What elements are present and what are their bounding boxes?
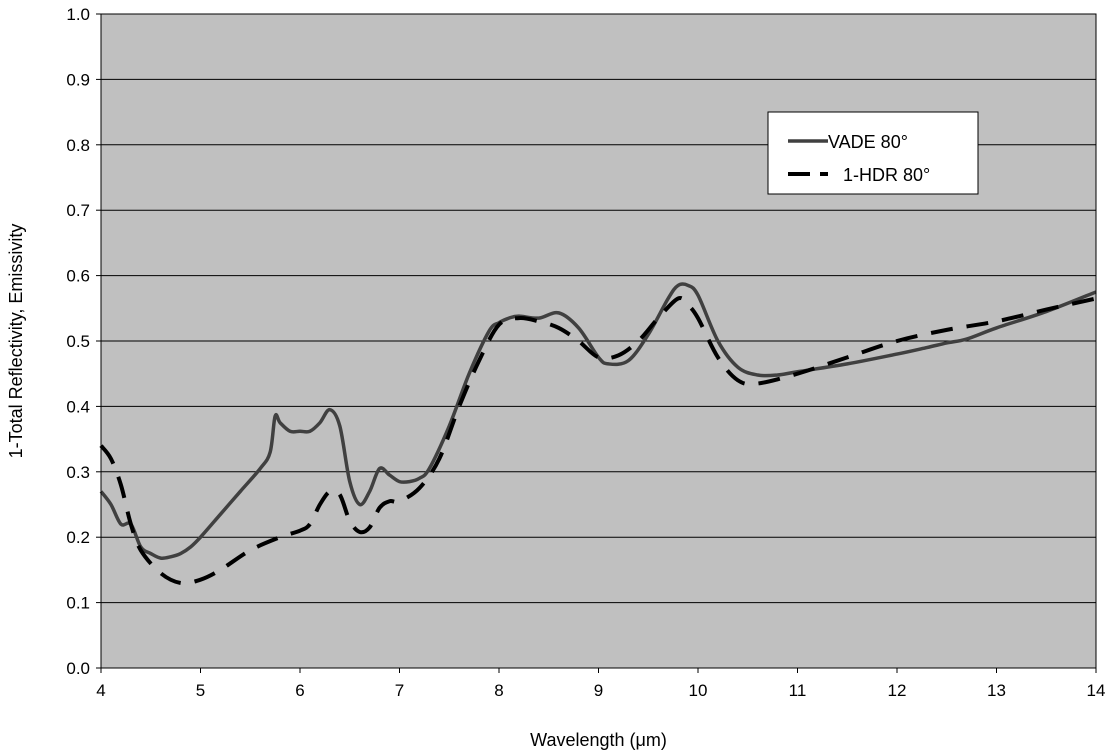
x-tick-label: 12 xyxy=(888,681,907,700)
legend-box xyxy=(767,111,979,195)
legend-label-hdr: 1-HDR 80° xyxy=(843,165,930,185)
x-tick-label: 10 xyxy=(689,681,708,700)
y-tick-label: 0.3 xyxy=(66,463,90,482)
y-axis: 0.0 0.1 0.2 0.3 0.4 0.5 0.6 0.7 0.8 0.9 1.0 xyxy=(66,5,101,678)
y-tick-label: 0.1 xyxy=(66,594,90,613)
x-tick-label: 4 xyxy=(96,681,105,700)
series-line-vade xyxy=(99,282,1097,561)
y-tick-label: 1.0 xyxy=(66,5,90,24)
y-tick-label: 0.0 xyxy=(66,659,90,678)
x-tick-label: 8 xyxy=(494,681,503,700)
x-tick-label: 13 xyxy=(987,681,1006,700)
legend: VADE 80° 1-HDR 80° xyxy=(767,111,979,195)
y-tick-label: 0.2 xyxy=(66,528,90,547)
x-tick-label: 11 xyxy=(789,681,807,700)
y-tick-label: 0.5 xyxy=(66,332,90,351)
y-tick-label: 0.8 xyxy=(66,136,90,155)
x-tick-label: 9 xyxy=(594,681,603,700)
y-tick-label: 0.4 xyxy=(66,397,90,416)
x-tick-label: 5 xyxy=(196,681,205,700)
x-tick-label: 14 xyxy=(1087,681,1106,700)
y-tick-label: 0.6 xyxy=(66,267,90,286)
legend-label-vade: VADE 80° xyxy=(828,132,908,152)
y-axis-title: 1-Total Reflectivity, Emissivity xyxy=(6,224,26,459)
x-axis: 4 5 6 7 8 9 10 11 12 13 14 xyxy=(96,668,1105,700)
x-tick-label: 6 xyxy=(295,681,304,700)
y-tick-label: 0.7 xyxy=(66,201,90,220)
series-layer xyxy=(99,282,1097,586)
x-axis-title: Wavelength (μm) xyxy=(530,730,667,750)
series-line-hdr xyxy=(99,296,1097,586)
x-tick-label: 7 xyxy=(395,681,404,700)
y-tick-label: 0.9 xyxy=(66,70,90,89)
